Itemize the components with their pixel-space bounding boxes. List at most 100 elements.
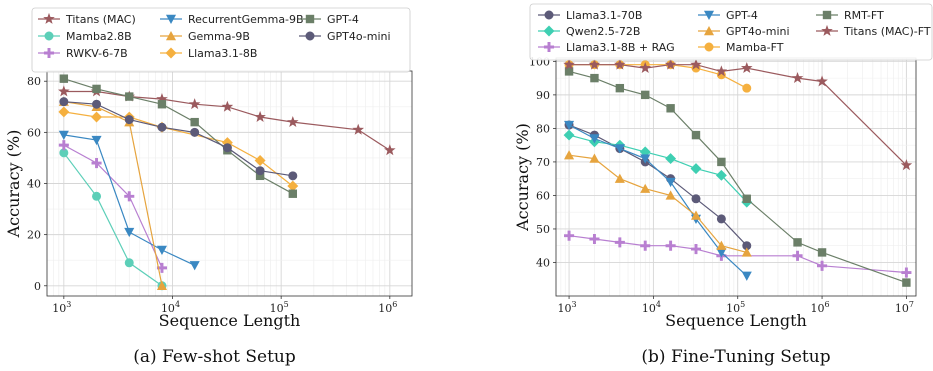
data-point	[91, 111, 103, 123]
data-point	[716, 214, 726, 224]
data-point	[157, 100, 167, 109]
legend-label: GPT-4	[726, 9, 758, 22]
data-point	[690, 58, 702, 70]
legend-item: Mamba2.8B	[38, 30, 132, 43]
x-tick-label: 104	[642, 300, 661, 315]
data-point	[614, 173, 625, 183]
data-point	[793, 238, 802, 247]
legend-label: Mamba-FT	[726, 41, 784, 54]
x-axis-label: Sequence Length	[665, 311, 807, 330]
data-point	[817, 248, 827, 257]
series-recurrentgemma-9b	[58, 130, 200, 271]
y-tick-label: 80	[27, 75, 41, 88]
legend-label: RecurrentGemma-9B	[188, 13, 304, 26]
legend-item: GPT4o-mini	[299, 30, 391, 43]
legend-item: Llama3.1-8B + RAG	[538, 41, 675, 54]
data-point	[254, 155, 266, 166]
data-point	[615, 83, 625, 93]
legend-marker	[43, 12, 55, 24]
legend: Titans (MAC) Mamba2.8B RWKV-6-7B RecurrentG…	[31, 7, 411, 73]
legend-marker	[305, 14, 315, 24]
data-point	[156, 280, 168, 290]
data-point	[91, 158, 102, 169]
data-point	[255, 171, 265, 181]
data-point	[690, 210, 702, 220]
x-tick-label: 103	[52, 300, 71, 315]
data-point	[124, 258, 134, 268]
data-point	[156, 262, 168, 273]
series-line	[63, 144, 163, 269]
legend-item: GPT-4	[698, 9, 758, 22]
x-axis-label: Sequence Length	[159, 311, 301, 330]
panel-caption: (b) Fine-Tuning Setup	[641, 347, 830, 367]
series-line	[568, 124, 748, 277]
data-point	[255, 166, 265, 176]
series-gpt4o-mini	[564, 150, 752, 257]
legend-label: RWKV-6-7B	[66, 47, 128, 60]
data-point	[563, 129, 575, 141]
data-point	[715, 65, 728, 77]
legend-label: RMT-FT	[844, 9, 884, 22]
legend-item: GPT4o-mini	[698, 25, 790, 38]
x-tick-label: 103	[558, 300, 577, 315]
series-line	[63, 78, 294, 195]
data-point	[741, 247, 752, 257]
data-point	[254, 110, 266, 122]
data-point	[222, 143, 232, 153]
y-axis-label: Accuracy (%)	[513, 123, 532, 232]
data-point	[665, 190, 676, 200]
series-titans-mac-ft	[563, 58, 913, 171]
data-point	[792, 250, 803, 261]
data-point	[287, 180, 299, 192]
legend-label: Titans (MAC)-FT	[843, 25, 931, 38]
legend-marker	[544, 10, 554, 20]
series-gpt4o-mini	[59, 97, 298, 181]
legend-marker	[703, 25, 715, 36]
y-tick-label: 40	[27, 178, 41, 191]
data-point	[817, 260, 828, 271]
data-point	[58, 106, 70, 118]
legend-marker	[305, 31, 315, 41]
series-rmt-ft	[564, 67, 911, 287]
legend-label: Llama3.1-70B	[566, 9, 642, 22]
data-point	[157, 122, 167, 132]
legend-box	[529, 3, 933, 61]
y-tick-label: 40	[536, 256, 550, 269]
data-point	[741, 271, 752, 281]
legend-label: GPT4o-mini	[726, 25, 790, 38]
series-line	[63, 152, 163, 287]
legend-label: Mamba2.8B	[66, 30, 132, 43]
legend-item: Llama3.1-70B	[538, 9, 642, 22]
series-llama3-1-70b	[564, 120, 752, 251]
y-tick-label: 50	[536, 223, 550, 236]
data-point	[691, 194, 701, 204]
data-point	[190, 127, 200, 137]
data-point	[590, 73, 599, 83]
data-point	[902, 278, 911, 287]
data-point	[640, 240, 651, 251]
legend-item: Titans (MAC)-FT	[816, 24, 931, 38]
data-point	[59, 97, 69, 107]
data-point	[614, 144, 625, 154]
data-point	[665, 177, 676, 188]
legend-item: Titans (MAC)	[38, 12, 136, 26]
legend-marker	[704, 42, 714, 52]
legend-label: Qwen2.5-72B	[566, 25, 640, 38]
data-point	[156, 93, 168, 105]
legend-marker	[165, 14, 177, 25]
series-line	[569, 235, 907, 274]
data-point	[564, 230, 575, 241]
y-tick-label: 0	[34, 280, 41, 293]
data-point	[690, 163, 702, 175]
data-point	[664, 58, 677, 70]
data-point	[742, 83, 752, 93]
legend-label: Llama3.1-8B	[188, 47, 257, 60]
data-point	[189, 261, 200, 271]
y-tick-label: 70	[536, 156, 550, 169]
legend-item: Llama3.1-8B	[160, 47, 257, 60]
data-point	[639, 61, 652, 73]
data-point	[640, 154, 651, 164]
legend-marker	[822, 10, 832, 20]
data-point	[901, 267, 912, 278]
